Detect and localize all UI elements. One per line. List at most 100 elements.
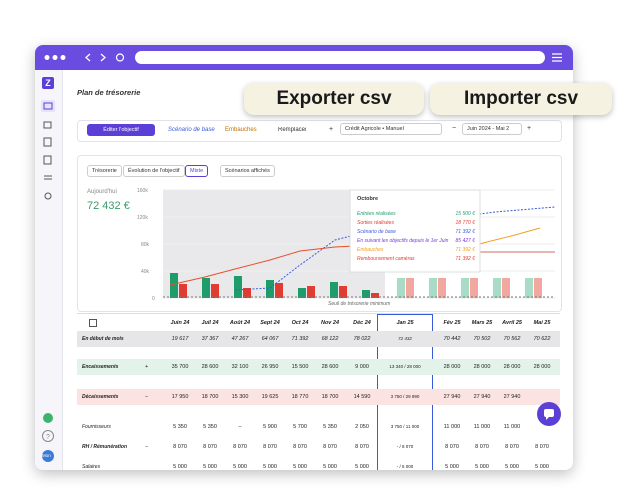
column-header: Août 24 (229, 320, 251, 326)
scenario-tag[interactable]: Remplacem (278, 127, 306, 133)
table-cell: 5 350 (173, 424, 187, 430)
table-cell: 5 000 (355, 464, 369, 470)
table-cell: 18 700 (201, 394, 219, 400)
collapse-all (89, 319, 97, 327)
table-cell: 28 600 (201, 364, 219, 370)
tooltip-value: 15 500 € (455, 211, 475, 217)
period-prev[interactable]: − (452, 125, 457, 132)
address-bar[interactable] (135, 51, 545, 64)
y-axis-label: 0 (152, 296, 155, 302)
tooltip-label: Remboursement caméras (357, 256, 415, 262)
tooltip-label: Entrées réalisées (357, 211, 396, 217)
table-cell: 14 590 (353, 394, 371, 400)
period-next[interactable]: + (527, 125, 532, 132)
table-cell: 28 000 (473, 364, 491, 370)
table-cell: 26 950 (261, 364, 279, 370)
avatar[interactable]: Mon (42, 453, 51, 458)
table-cell: 8 070 (505, 444, 519, 450)
tooltip-value: 18 770 € (455, 220, 475, 226)
table-cell: 5 000 (263, 464, 277, 470)
table-cell: 8 070 (203, 444, 217, 450)
table-cell: 18 770 (291, 394, 309, 400)
table-cell: 35 700 (171, 364, 189, 370)
y-axis-label: 80k (141, 242, 150, 248)
row-label: RH / Rémunération (82, 444, 128, 450)
column-header: Nov 24 (320, 320, 340, 326)
table-cell: 11 000 (503, 424, 521, 430)
tooltip-label: En suivant les objectifs depuis le 1er J… (357, 238, 449, 244)
tooltip-value: 85 427 € (455, 238, 475, 244)
page-title: Plan de trésorerie (77, 88, 141, 97)
table-cell: 5 350 (323, 424, 337, 430)
row-label: Encaissements (82, 364, 119, 370)
table-cell: 8 070 (323, 444, 337, 450)
table-cell: 3 750 / 11 000 (390, 424, 420, 429)
edit-objective-button[interactable]: Éditer l'objectif (87, 124, 155, 136)
svg-text:Z: Z (45, 78, 51, 88)
scenario-tag[interactable]: Embauches (225, 127, 257, 133)
table-cell: 5 000 (475, 464, 489, 470)
tooltip-label: Sorties réalisées (357, 220, 394, 226)
table-cell: 70 622 (533, 336, 551, 342)
table-cell: 47 267 (231, 336, 249, 342)
browser-window: Z ? Mon Plan de trésorerie Éditer l'obje… (35, 45, 573, 470)
row-toggle: − (145, 394, 149, 400)
svg-text:?: ? (46, 434, 50, 441)
table-cell: 5 000 (535, 464, 549, 470)
browser-controls (44, 53, 562, 62)
table-cell: 28 000 (533, 364, 551, 370)
period-select[interactable]: Juin 2024 - Mai 2 (462, 123, 522, 135)
table-cell: 13 340 / 28 000 (389, 364, 421, 369)
tab[interactable]: Mixte (185, 165, 209, 177)
row-background (77, 389, 560, 405)
scenarios-button[interactable]: Scénarios affichés (220, 165, 275, 177)
table-cell: 68 122 (321, 336, 339, 342)
tooltip-label: Embauches (357, 247, 384, 253)
table-cell: 11 000 (443, 424, 461, 430)
table-cell: 8 070 (293, 444, 307, 450)
tooltip-title: Octobre (357, 196, 379, 202)
table-cell: 64 067 (261, 336, 279, 342)
today-label: Aujourd'hui (87, 189, 117, 195)
import-csv-button[interactable]: Importer csv (430, 83, 612, 115)
column-header: Mars 25 (471, 320, 493, 326)
row-label: En début de mois (82, 336, 124, 342)
table-cell: 5 000 (233, 464, 247, 470)
tab[interactable]: Évolution de l'objectif (123, 165, 185, 177)
scenario-tag[interactable]: Scénario de base (168, 127, 215, 133)
table-cell: 72 432 (398, 336, 412, 341)
table-cell: 32 100 (231, 364, 249, 370)
tab[interactable]: Trésorerie (87, 165, 122, 177)
table-cell: 37 367 (201, 336, 219, 342)
tooltip-value: 71 392 € (455, 256, 475, 262)
row-toggle: − (145, 444, 149, 450)
account-select[interactable]: Crédit Agricole • Manuel (340, 123, 442, 135)
today-value: 72 432 € (87, 200, 130, 212)
table-cell: 3 750 / 29 990 (390, 394, 420, 399)
threshold-label: Seuil de trésorerie minimum (328, 301, 391, 307)
table-cell: 5 000 (445, 464, 459, 470)
y-axis-label: 40k (141, 269, 150, 275)
table-cell: 8 070 (233, 444, 247, 450)
column-header: Juil 24 (201, 320, 219, 326)
table-cell: 8 070 (535, 444, 549, 450)
y-axis-label: 160k (137, 188, 148, 194)
column-header: Oct 24 (291, 320, 309, 326)
column-header: Déc 24 (353, 320, 371, 326)
chat-button[interactable] (537, 402, 561, 426)
table-cell: 27 940 (503, 394, 521, 400)
table-cell: 8 070 (173, 444, 187, 450)
table-cell: 78 022 (353, 336, 371, 342)
table-cell: 70 442 (443, 336, 461, 342)
table-cell: 27 940 (473, 394, 491, 400)
export-csv-button[interactable]: Exporter csv (244, 83, 424, 115)
table-cell: 5 000 (505, 464, 519, 470)
table-cell: 5 700 (293, 424, 307, 430)
table-cell: 5 000 (203, 464, 217, 470)
table-cell: – (238, 424, 242, 430)
table-cell: 5 000 (323, 464, 337, 470)
table-cell: 8 070 (355, 444, 369, 450)
add-scenario[interactable]: + (329, 126, 334, 133)
table-cell: 70 502 (473, 336, 491, 342)
